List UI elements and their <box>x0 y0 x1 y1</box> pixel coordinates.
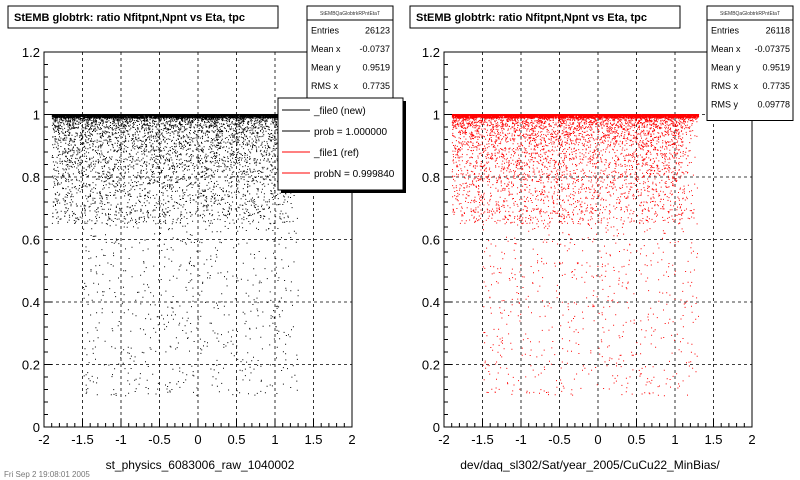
right-axes: -2 -1.5 -1 -0.5 0 0.5 1 1.5 2 0 0.2 0.4 0.6 0.8 1 1.2 <box>422 45 756 447</box>
stats-value: -0.0737 <box>359 44 390 54</box>
x-tick-label: -1.5 <box>71 432 93 447</box>
stats-value: 0.9519 <box>362 63 390 73</box>
x-tick-label: 1 <box>671 432 678 447</box>
x-tick-label: -0.5 <box>548 432 570 447</box>
stats-label: Entries <box>311 26 340 36</box>
y-tick-label: 0.4 <box>422 295 440 310</box>
x-tick-label: -1.5 <box>471 432 493 447</box>
scatter-point-cloud <box>451 114 700 397</box>
stats-value: 0.7735 <box>362 81 390 91</box>
y-tick-label: 0.6 <box>22 233 40 248</box>
y-tick-label: 0.2 <box>422 358 440 373</box>
left-panel: -2 -1.5 -1 -0.5 0 0.5 1 1.5 2 0 0.2 0.4 0.6 0.8 1 1.2 S… <box>7 5 406 472</box>
x-tick-label: 0.5 <box>227 432 245 447</box>
x-tick-label: 2 <box>348 432 355 447</box>
x-tick-label: -0.5 <box>148 432 170 447</box>
y-tick-label: 1.2 <box>422 45 440 60</box>
stats-value: 26123 <box>365 26 390 36</box>
stats-label: Mean x <box>311 44 341 54</box>
y-tick-label: 1.2 <box>22 45 40 60</box>
stats-box-frame <box>706 5 794 121</box>
left-title-box: StEMB globtrk: ratio Nfitpnt,Npnt vs Eta… <box>7 5 279 29</box>
y-tick-label: 1 <box>433 108 440 123</box>
x-tick-label: 0.5 <box>627 432 645 447</box>
right-scatter-points <box>451 114 700 397</box>
stats-box-name: StEMBQaGlobtrkRPntEtaT <box>320 11 380 17</box>
stats-label: Mean y <box>711 63 741 73</box>
stats-value: 0.9519 <box>762 63 790 73</box>
x-tick-label: -2 <box>438 432 450 447</box>
x-tick-label: -2 <box>38 432 50 447</box>
stats-label: RMS y <box>711 100 739 110</box>
y-tick-label: 0 <box>33 420 40 435</box>
legend-label: _file1 (ref) <box>313 148 359 159</box>
x-tick-label: -1 <box>115 432 127 447</box>
stats-box-name: StEMBQaGlobtrkRPntEtaT <box>720 11 780 17</box>
legend-label: prob = 1.000000 <box>314 127 388 138</box>
x-tick-label: 2 <box>748 432 755 447</box>
y-tick-label: 0.6 <box>422 233 440 248</box>
left-legend: _file0 (new) prob = 1.000000 _file1 (ref) p… <box>277 97 406 193</box>
stats-value: 0.09778 <box>757 100 790 110</box>
stats-label: Mean x <box>711 44 741 54</box>
stats-label: Mean y <box>311 63 341 73</box>
y-tick-label: 0.8 <box>422 170 440 185</box>
stats-label: RMS x <box>311 81 339 91</box>
right-panel: -2 -1.5 -1 -0.5 0 0.5 1 1.5 2 0 0.2 0.4 0.6 0.8 1 1.2 S… <box>409 5 794 472</box>
x-tick-label: 0 <box>594 432 601 447</box>
left-x-axis-title: st_physics_6083006_raw_1040002 <box>106 458 295 472</box>
stats-box-frame <box>306 5 394 103</box>
y-tick-label: 0.2 <box>22 358 40 373</box>
right-chart-title: StEMB globtrk: ratio Nfitpnt,Npnt vs Eta… <box>416 12 647 24</box>
x-tick-label: 1 <box>271 432 278 447</box>
stats-label: RMS x <box>711 81 739 91</box>
y-tick-label: 0 <box>433 420 440 435</box>
legend-label: _file0 (new) <box>313 106 366 117</box>
legend-label: probN = 0.999840 <box>314 169 395 180</box>
x-tick-label: -1 <box>515 432 527 447</box>
x-tick-label: 1.5 <box>304 432 322 447</box>
legend-frame <box>277 97 404 191</box>
stats-value: -0.07375 <box>754 44 790 54</box>
y-tick-label: 1 <box>33 108 40 123</box>
right-title-box: StEMB globtrk: ratio Nfitpnt,Npnt vs Eta… <box>409 5 681 29</box>
y-tick-label: 0.4 <box>22 295 40 310</box>
y-tick-label: 0.8 <box>22 170 40 185</box>
stats-value: 26118 <box>766 26 790 36</box>
left-axes: -2 -1.5 -1 -0.5 0 0.5 1 1.5 2 0 0.2 0.4 0.6 0.8 1 1.2 <box>22 45 356 447</box>
right-x-axis-title: dev/daq_sl302/Sat/year_2005/CuCu22_MinBi… <box>460 458 720 472</box>
footer-timestamp: Fri Sep 2 19:08:01 2005 <box>4 470 90 479</box>
x-tick-label: 1.5 <box>704 432 722 447</box>
x-tick-label: 0 <box>194 432 201 447</box>
right-stats-box: StEMBQaGlobtrkRPntEtaT Entries 26118 Mean x… <box>706 5 794 121</box>
left-chart-title: StEMB globtrk: ratio Nfitpnt,Npnt vs Eta… <box>14 12 245 24</box>
stats-label: Entries <box>711 26 740 36</box>
left-stats-box: StEMBQaGlobtrkRPntEtaT Entries 26123 Mean x… <box>306 5 394 103</box>
stats-value: 0.7735 <box>762 81 790 91</box>
